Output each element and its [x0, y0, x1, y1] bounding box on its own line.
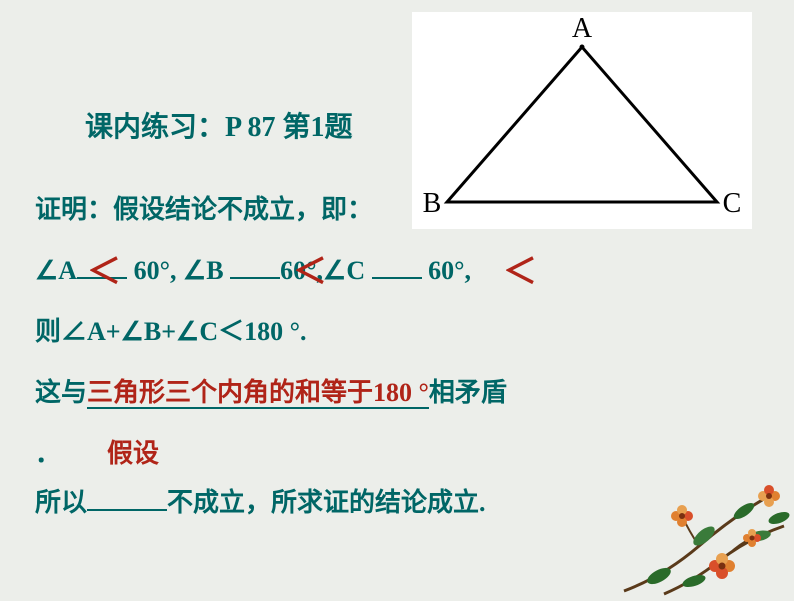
line-angles: ∠A 60°, ∠B 60°,∠C 60°, ＜ ＜ ＜ [35, 251, 507, 290]
lt-symbol-c: ＜ [503, 247, 537, 298]
line-sum: 则∠A+∠B+∠C＜180 °. [35, 312, 507, 351]
line-premise: 证明：假设结论不成立，即： [35, 190, 507, 229]
text-not-hold: 不成立，所求证的结论成立. [167, 488, 486, 517]
svg-text:A: A [572, 13, 593, 44]
blank-c [372, 277, 422, 279]
angle-a-label: ∠A [35, 256, 77, 285]
exercise-title: 课内练习：P 87 第1题 [85, 105, 353, 145]
text-therefore: 所以 [35, 488, 87, 517]
proof-content: 证明：假设结论不成立，即： ∠A 60°, ∠B 60°,∠C 60°, ＜ ＜… [35, 190, 507, 544]
period-dot: ． [35, 434, 61, 473]
flower-decoration [604, 446, 794, 596]
text-60-3: 60°, [422, 256, 471, 285]
lt-symbol-b: ＜ [293, 247, 327, 298]
line-conclusion: 所以 不成立，所求证的结论成立. [35, 483, 507, 522]
fill-180-sum: 三角形三个内角的和等于180 ° [87, 378, 429, 409]
text-contradict: 相矛盾 [429, 378, 507, 407]
lt-symbol-a: ＜ [87, 247, 121, 298]
line-contradiction: 这与三角形三个内角的和等于180 °相矛盾 [35, 373, 507, 412]
line-dot-假设: ． 假设 [35, 434, 507, 473]
text-60-1: 60°, ∠B [127, 256, 230, 285]
fill-assumption: 假设 [107, 434, 159, 473]
svg-text:C: C [723, 188, 742, 219]
blank-assumption [87, 509, 167, 511]
text-this-with: 这与 [35, 378, 87, 407]
blank-b [230, 277, 280, 279]
